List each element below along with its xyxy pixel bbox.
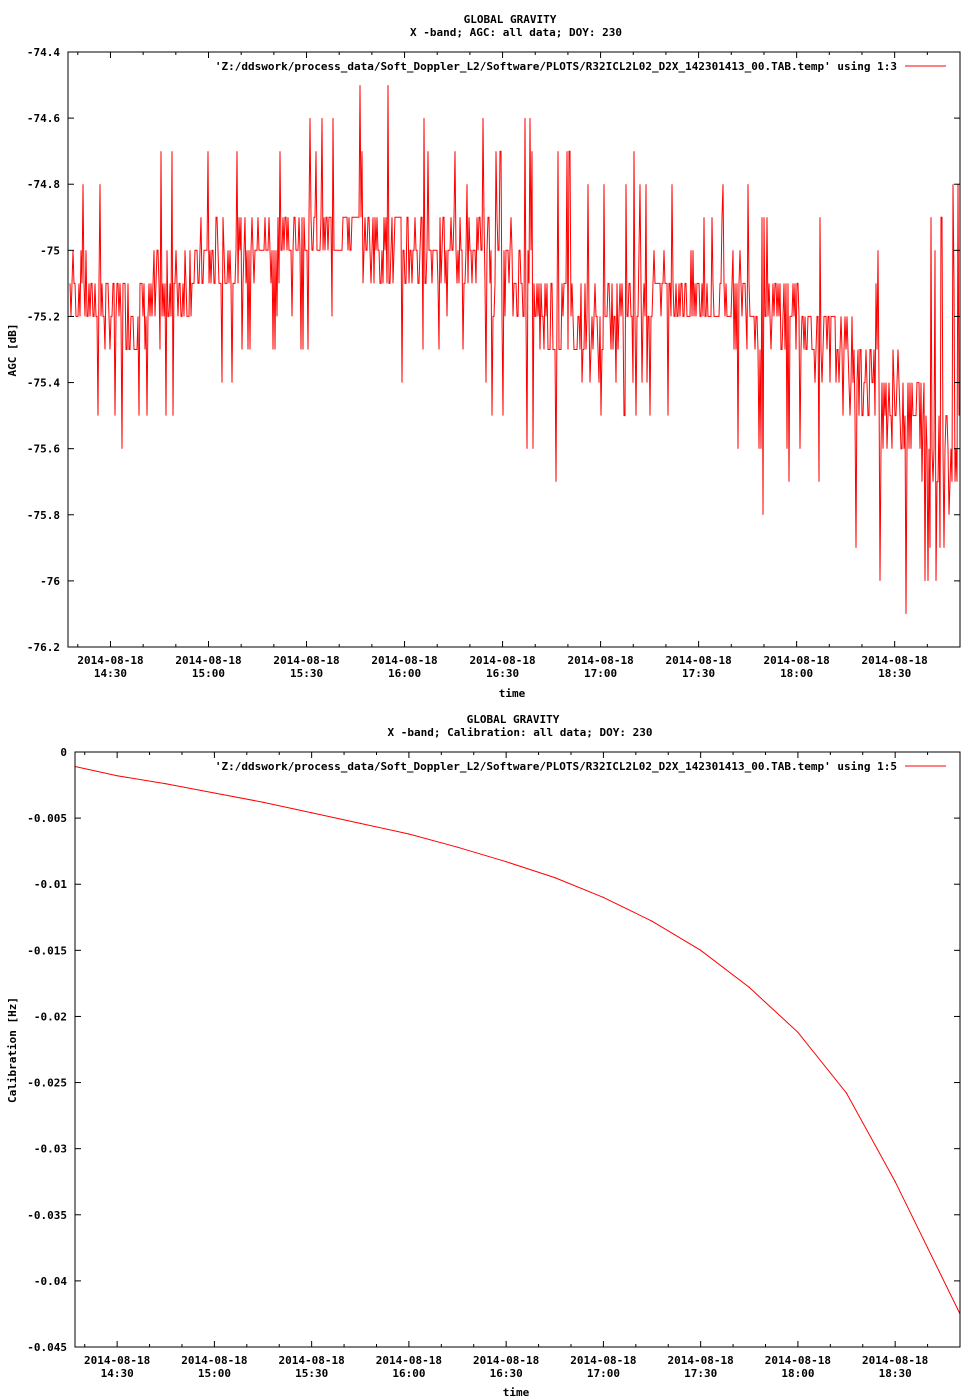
calibration-xtick-date: 2014-08-18 <box>376 1354 442 1367</box>
calibration-chart-subtitle: X -band; Calibration: all data; DOY: 230 <box>388 726 653 739</box>
calibration-xtick-label: 16:30 <box>490 1367 523 1380</box>
agc-xtick-date: 2014-08-18 <box>862 654 928 667</box>
calibration-data-point <box>213 792 215 794</box>
calibration-xtick-date: 2014-08-18 <box>84 1354 150 1367</box>
calibration-ytick-label: -0.005 <box>27 812 67 825</box>
agc-ytick-label: -74.8 <box>27 178 60 191</box>
agc-x-axis-label: time <box>499 687 526 700</box>
agc-series-line <box>69 85 960 614</box>
calibration-xtick-label: 15:00 <box>198 1367 231 1380</box>
agc-ytick-label: -75.8 <box>27 509 60 522</box>
agc-xtick-date: 2014-08-18 <box>77 654 143 667</box>
calibration-data-point <box>602 896 605 899</box>
calibration-xtick-date: 2014-08-18 <box>668 1354 734 1367</box>
calibration-xtick-label: 17:00 <box>587 1367 620 1380</box>
calibration-xtick-label: 14:30 <box>101 1367 134 1380</box>
agc-xtick-date: 2014-08-18 <box>665 654 731 667</box>
agc-xtick-label: 15:00 <box>192 667 225 680</box>
calibration-ytick-label: 0 <box>60 746 67 759</box>
calibration-ytick-label: -0.045 <box>27 1341 67 1354</box>
calibration-y-axis-label: Calibration [Hz] <box>6 997 19 1103</box>
calibration-chart: GLOBAL GRAVITY X -band; Calibration: all… <box>6 713 961 1399</box>
calibration-data-point <box>505 861 507 863</box>
agc-ytick-label: -75.2 <box>27 310 60 323</box>
agc-xtick-label: 14:30 <box>94 667 127 680</box>
calibration-ytick-label: -0.015 <box>27 944 67 957</box>
calibration-xtick-label: 18:30 <box>879 1367 912 1380</box>
agc-xtick-label: 18:30 <box>878 667 911 680</box>
calibration-data-point <box>700 949 702 951</box>
calibration-ytick-label: -0.035 <box>27 1209 67 1222</box>
agc-xtick-date: 2014-08-18 <box>273 654 339 667</box>
agc-chart-title: GLOBAL GRAVITY <box>464 13 557 26</box>
calibration-data-point <box>311 812 313 814</box>
agc-ytick-label: -76 <box>40 575 60 588</box>
calibration-data-point <box>408 833 410 835</box>
agc-legend-label: 'Z:/ddswork/process_data/Soft_Doppler_L2… <box>215 60 897 73</box>
agc-xtick-date: 2014-08-18 <box>469 654 535 667</box>
calibration-data-point <box>927 1247 929 1249</box>
calibration-ytick-label: -0.02 <box>34 1010 67 1023</box>
calibration-data-point <box>262 801 264 803</box>
calibration-data-point <box>165 783 167 785</box>
calibration-ytick-label: -0.04 <box>34 1275 67 1288</box>
calibration-data-point <box>845 1092 848 1094</box>
agc-ytick-label: -74.6 <box>27 112 60 125</box>
calibration-xtick-label: 16:00 <box>392 1367 425 1380</box>
calibration-xtick-label: 17:30 <box>684 1367 717 1380</box>
agc-xtick-date: 2014-08-18 <box>764 654 830 667</box>
agc-ytick-label: -74.4 <box>27 46 60 59</box>
agc-xtick-label: 16:30 <box>486 667 519 680</box>
agc-xtick-date: 2014-08-18 <box>567 654 633 667</box>
calibration-legend-label: 'Z:/ddswork/process_data/Soft_Doppler_L2… <box>215 760 897 773</box>
agc-xtick-date: 2014-08-18 <box>175 654 241 667</box>
agc-ytick-label: -75 <box>40 244 60 257</box>
agc-chart: GLOBAL GRAVITY X -band; AGC: all data; D… <box>6 13 961 700</box>
calibration-data-point <box>797 1031 799 1033</box>
calibration-data-point <box>359 822 361 825</box>
agc-xtick-label: 16:00 <box>388 667 421 680</box>
calibration-data-point <box>116 775 118 777</box>
calibration-xtick-label: 15:30 <box>295 1367 328 1380</box>
agc-xtick-label: 18:00 <box>780 667 813 680</box>
calibration-xtick-date: 2014-08-18 <box>279 1354 345 1367</box>
calibration-x-axis-label: time <box>503 1386 530 1399</box>
calibration-xtick-date: 2014-08-18 <box>570 1354 636 1367</box>
calibration-ytick-label: -0.03 <box>34 1143 67 1156</box>
calibration-ytick-label: -0.025 <box>27 1077 67 1090</box>
agc-ytick-label: -75.4 <box>27 377 60 390</box>
calibration-ytick-label: -0.01 <box>34 878 67 891</box>
agc-chart-subtitle: X -band; AGC: all data; DOY: 230 <box>410 26 622 39</box>
agc-plot-frame <box>67 51 961 648</box>
agc-xtick-label: 17:30 <box>682 667 715 680</box>
calibration-plot-frame <box>74 751 961 1348</box>
calibration-data-point <box>456 846 459 848</box>
calibration-xtick-date: 2014-08-18 <box>473 1354 539 1367</box>
agc-xtick-label: 15:30 <box>290 667 323 680</box>
calibration-data-point <box>651 920 653 922</box>
agc-ytick-label: -75.6 <box>27 443 60 456</box>
calibration-xtick-date: 2014-08-18 <box>765 1354 831 1367</box>
calibration-data-point <box>748 986 750 989</box>
calibration-xtick-date: 2014-08-18 <box>181 1354 247 1367</box>
agc-xtick-date: 2014-08-18 <box>371 654 437 667</box>
calibration-xtick-date: 2014-08-18 <box>862 1354 928 1367</box>
calibration-xtick-label: 18:00 <box>781 1367 814 1380</box>
calibration-chart-title: GLOBAL GRAVITY <box>467 713 560 726</box>
agc-xtick-label: 17:00 <box>584 667 617 680</box>
calibration-series-line <box>74 766 961 1315</box>
agc-ytick-label: -76.2 <box>27 641 60 654</box>
calibration-data-point <box>554 877 556 879</box>
agc-y-axis-label: AGC [dB] <box>6 324 19 377</box>
calibration-data-point <box>894 1181 896 1183</box>
